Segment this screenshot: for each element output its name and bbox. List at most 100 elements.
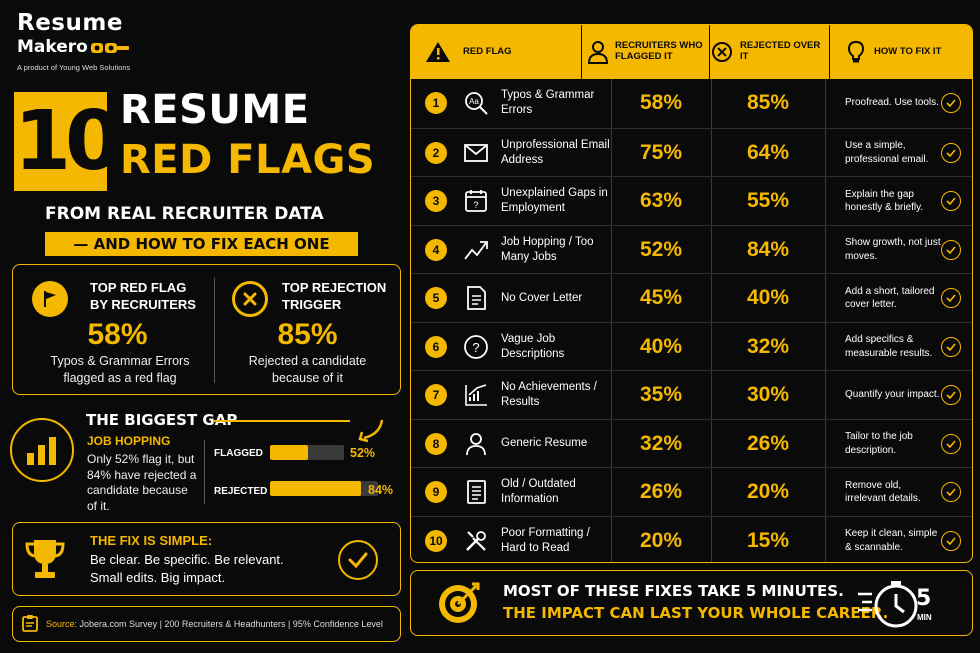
stopwatch-icon (858, 581, 918, 628)
row-flag-name: Job Hopping / Too Many Jobs (501, 235, 594, 263)
row-number: 8 (425, 432, 447, 455)
row-fix-text: Keep it clean, simple & scannable. (845, 528, 938, 553)
envelope-icon (463, 140, 489, 166)
row-number: 1 (425, 92, 447, 114)
hero-title-line1: RESUME (120, 87, 310, 133)
source-label: Source: (46, 619, 78, 629)
brand-glasses-icon (90, 42, 129, 53)
row-fix-text: Add a short, tailored cover letter. (845, 285, 935, 311)
row-flag-name: Unexplained Gaps in Employment (501, 187, 608, 214)
bar-flagged-value: 52% (350, 446, 376, 460)
row-flag-name: Old / Outdated Information (501, 478, 576, 505)
row-flag-name: No Achievements / Results (501, 381, 597, 408)
bar-rejected-value: 84% (368, 483, 394, 497)
question-circle-icon: ? (463, 334, 489, 360)
row-rejected-pct: 85% (746, 91, 790, 114)
fix-heading: THE FIX IS SIMPLE: (90, 533, 213, 548)
svg-text:?: ? (473, 200, 478, 210)
fix-line2: Small edits. Big impact. (90, 570, 226, 585)
source-panel (12, 606, 401, 642)
row-flagged-pct: 52% (639, 237, 683, 261)
row-number: 6 (425, 335, 447, 358)
row-flag-name: Poor Formatting / Hard to Read (501, 526, 590, 554)
row-rejected-pct: 15% (746, 528, 790, 552)
table-header: RED FLAG RECRUITERS WHO FLAGGED IT REJEC… (411, 25, 972, 79)
row-number: 9 (425, 481, 447, 503)
source-detail: Jobera.com Survey | 200 Recruiters & Hea… (77, 619, 383, 629)
table-row: 5 No Cover Letter 45% 40% Add a short, tailo… (411, 273, 972, 321)
row-fix-text: Add specifics & measurable results. (845, 334, 933, 359)
col-divider (825, 79, 826, 562)
bar-chart-icon (27, 437, 56, 465)
table-row: 4 Job Hopping / Too Many Jobs 52% 84% Show g… (411, 224, 972, 273)
clipboard-icon (22, 615, 38, 632)
th-rejected: REJECTED OVER IT (711, 25, 829, 79)
bottom-banner (410, 570, 973, 636)
check-icon (941, 142, 961, 163)
red-flags-table: RED FLAG RECRUITERS WHO FLAGGED IT REJEC… (410, 24, 973, 563)
row-flag-name: Vague Job Descriptions (501, 332, 565, 360)
growth-chart-icon (463, 382, 489, 408)
banner-line2: THE IMPACT CAN LAST YOUR WHOLE CAREER. (503, 604, 889, 622)
x-circle-icon (232, 281, 268, 317)
th-red-flag-label: RED FLAG (463, 45, 512, 57)
row-rejected-pct: 84% (746, 237, 790, 261)
table-row: 1 Aa Typos & Grammar Errors 58% 85% Proofread… (411, 79, 972, 127)
table-row: 9 Old / Outdated Information 26% 20% Remove … (411, 467, 972, 515)
check-icon (941, 288, 961, 308)
table-row: 3? Unexplained Gaps in Employment 63% 55% Ex… (411, 176, 972, 224)
row-number: 5 (425, 287, 447, 309)
gap-title: THE BIGGEST GAP (86, 411, 238, 429)
table-row: 6? Vague Job Descriptions 40% 32% Add specif… (411, 321, 972, 370)
th-fix-label: HOW TO FIX IT (874, 45, 942, 57)
th-recruiters: RECRUITERS WHO FLAGGED IT (587, 25, 705, 79)
row-fix-text: Use a simple, professional email. (845, 140, 929, 165)
bar-flagged-label: FLAGGED (214, 448, 263, 459)
row-flagged-pct: 26% (639, 480, 683, 503)
row-flagged-pct: 45% (639, 286, 683, 309)
check-icon (941, 93, 961, 113)
hero-highlight: — AND HOW TO FIX EACH ONE (45, 232, 358, 256)
fix-line1: Be clear. Be specific. Be relevant. (90, 552, 284, 567)
bar-rejected-label: REJECTED (214, 486, 268, 497)
tools-icon (463, 528, 489, 554)
bar-flagged-fill (270, 445, 309, 460)
flag-icon (32, 281, 68, 317)
row-fix-text: Proofread. Use tools. (845, 97, 939, 109)
calendar-question-icon: ? (463, 188, 489, 214)
gap-text: Only 52% flag it, but 84% have rejected … (87, 452, 197, 513)
hero-number: 10 (14, 92, 122, 191)
col-divider (611, 79, 612, 562)
table-row: 10 Poor Formatting / Hard to Read 20% 15% Ke… (411, 515, 972, 563)
zigzag-arrow-icon (463, 237, 489, 263)
col-divider (711, 79, 712, 562)
hero-subtitle: FROM REAL RECRUITER DATA (45, 204, 324, 224)
check-icon (941, 530, 961, 551)
row-rejected-pct: 26% (746, 431, 790, 455)
row-rejected-pct: 20% (746, 480, 790, 503)
th-recruiters-label: RECRUITERS WHO FLAGGED IT (615, 40, 703, 62)
row-number: 2 (425, 141, 447, 164)
table-row: 8 Generic Resume 32% 26% Tailor to the job d… (411, 418, 972, 467)
stats-divider (214, 278, 215, 383)
stats-panel (12, 264, 401, 395)
th-fix: HOW TO FIX IT (847, 25, 967, 79)
lightbulb-icon (847, 40, 865, 63)
check-icon (941, 385, 961, 405)
bar-rejected-track (270, 481, 378, 496)
row-flagged-pct: 58% (639, 91, 683, 114)
brand-line2-text: Makero (17, 37, 88, 57)
warning-icon (426, 42, 450, 62)
th-divider (829, 25, 830, 79)
check-icon (941, 482, 961, 502)
row-number: 4 (425, 238, 447, 261)
stat-2-desc: Rejected a candidate because of it (248, 354, 367, 385)
hero-title-line2: RED FLAGS (120, 137, 376, 183)
bar-flagged-track (270, 445, 344, 460)
check-icon (941, 433, 961, 454)
gap-chart-circle (10, 418, 74, 482)
table-row: 2 Unprofessional Email Address 75% 64% Use a… (411, 127, 972, 176)
person-icon (463, 431, 489, 457)
row-rejected-pct: 32% (746, 334, 790, 358)
source-text: Source: Jobera.com Survey | 200 Recruite… (46, 619, 383, 629)
